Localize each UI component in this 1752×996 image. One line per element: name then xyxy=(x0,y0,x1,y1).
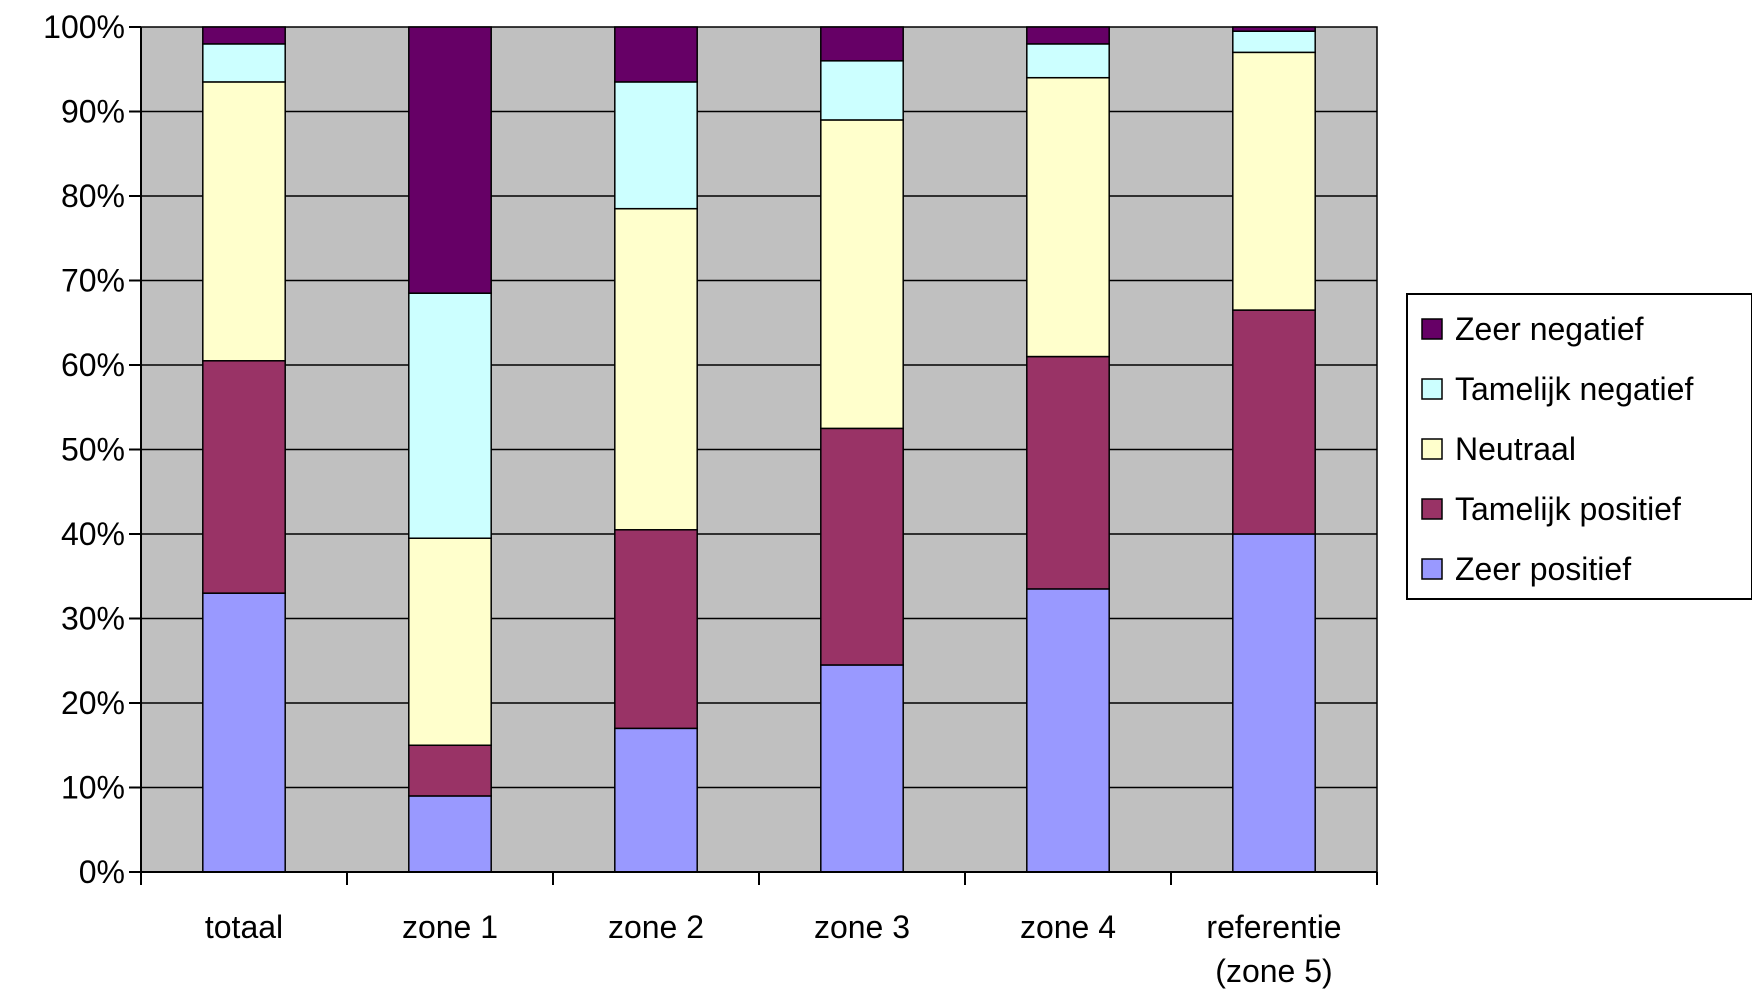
legend-swatch xyxy=(1421,558,1443,580)
y-tick-label: 0% xyxy=(79,854,125,890)
x-category-label: zone 3 xyxy=(814,909,910,945)
axes xyxy=(129,26,1378,885)
y-tick-label: 50% xyxy=(61,432,125,468)
bar-segment xyxy=(408,744,492,797)
bar-segment xyxy=(408,26,492,294)
bar-segment xyxy=(820,427,904,666)
bar-segment xyxy=(820,664,904,873)
bar-segment xyxy=(202,43,286,83)
y-tick-labels: 0% 10% 20% 30% 40% 50% 60% 70% 80% 90% 100% xyxy=(43,9,125,890)
bar-segment xyxy=(202,360,286,594)
bar-segment xyxy=(1026,76,1110,358)
bar-segment xyxy=(614,207,698,531)
bar-segment xyxy=(820,119,904,430)
legend-box xyxy=(1406,293,1752,600)
bar-segment xyxy=(408,537,492,746)
y-tick-label: 100% xyxy=(43,9,125,45)
x-category-label: referentie (zone 5) xyxy=(1206,909,1341,989)
bar-segment xyxy=(820,60,904,121)
y-tick-label: 60% xyxy=(61,347,125,383)
y-tick-label: 30% xyxy=(61,601,125,637)
y-tick-label: 10% xyxy=(61,770,125,806)
legend-swatch xyxy=(1421,498,1443,520)
bar-segment xyxy=(820,26,904,62)
y-tick-label: 80% xyxy=(61,178,125,214)
y-tick-label: 20% xyxy=(61,685,125,721)
legend: Zeer negatief Tamelijk negatief Neutraal Ta… xyxy=(1406,293,1752,600)
bar-segment xyxy=(614,727,698,873)
x-category-labels: totaal zone 1 zone 2 zone 3 zone 4 referentie… xyxy=(205,909,1342,989)
bar-segment xyxy=(202,81,286,362)
y-tick-label: 40% xyxy=(61,516,125,552)
bar-segment xyxy=(408,795,492,873)
legend-swatch xyxy=(1421,378,1443,400)
bar-segment xyxy=(202,592,286,873)
gridlines xyxy=(141,110,1377,789)
x-category-label: totaal xyxy=(205,909,283,945)
x-category-label: zone 2 xyxy=(608,909,704,945)
bar-segment xyxy=(1232,30,1316,54)
bar-segment xyxy=(1232,51,1316,311)
bar-segment xyxy=(614,529,698,730)
bar-segment xyxy=(1026,355,1110,590)
legend-label: Tamelijk positief xyxy=(1455,491,1681,527)
legend-swatch xyxy=(1421,318,1443,340)
bar-segment xyxy=(1232,26,1316,32)
bar-segment xyxy=(1026,26,1110,45)
legend-label: Zeer positief xyxy=(1455,551,1631,587)
bar-segment xyxy=(614,81,698,210)
bar-segment xyxy=(1232,309,1316,535)
legend-label: Tamelijk negatief xyxy=(1455,371,1693,407)
bars xyxy=(202,26,1316,873)
x-category-label: zone 4 xyxy=(1020,909,1116,945)
bar-segment xyxy=(1232,533,1316,873)
bar-segment xyxy=(202,26,286,45)
x-category-label: zone 1 xyxy=(402,909,498,945)
bar-segment xyxy=(408,292,492,539)
legend-label: Neutraal xyxy=(1455,431,1576,467)
bar-segment xyxy=(1026,588,1110,873)
legend-swatch xyxy=(1421,438,1443,460)
y-tick-label: 70% xyxy=(61,263,125,299)
bar-segment xyxy=(614,26,698,83)
bar-segment xyxy=(1026,43,1110,79)
y-tick-label: 90% xyxy=(61,94,125,130)
legend-label: Zeer negatief xyxy=(1455,311,1644,347)
